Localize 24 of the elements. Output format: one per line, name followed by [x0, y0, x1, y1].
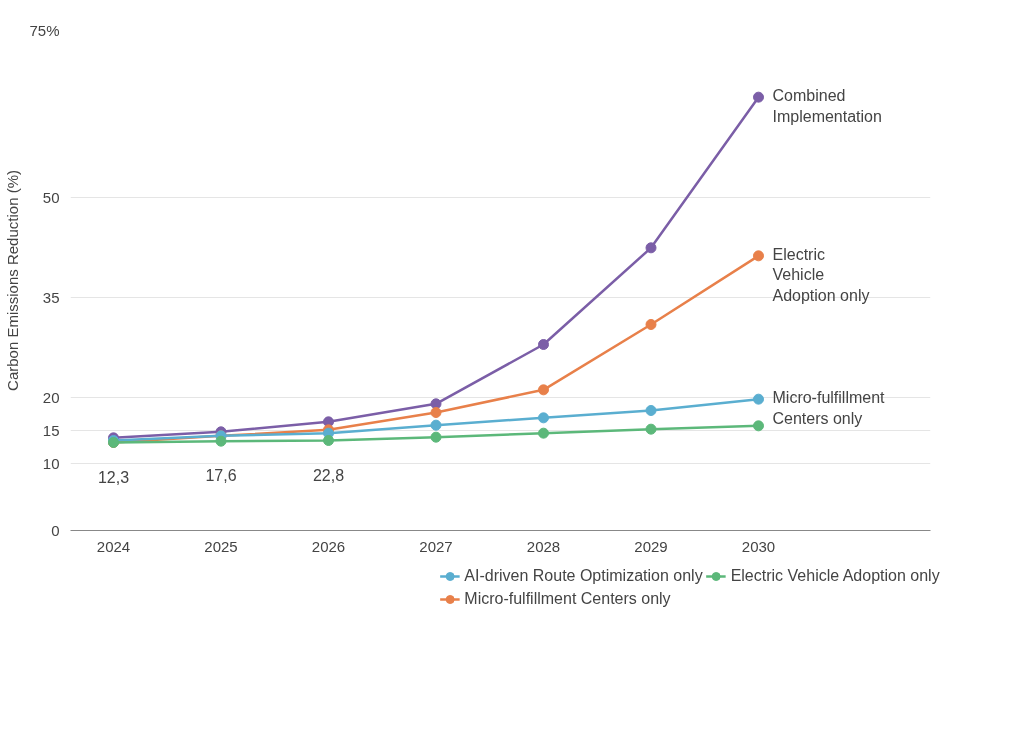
x-tick-label: 2027 [419, 537, 453, 555]
x-tick-label: 2024 [96, 537, 131, 555]
series-label: Combined Implementation [772, 87, 882, 125]
x-tick-label: 2026 [311, 537, 346, 555]
x-tick-label: 2028 [526, 537, 561, 555]
y-axis-title: Carbon Emissions Reduction (%) [4, 170, 22, 391]
x-tick-label: 2030 [741, 537, 776, 555]
legend-label: AI-driven Route Optimization only [464, 566, 703, 585]
annotation: Electric Vehicle Adoption only [772, 245, 870, 304]
annotation: 17,6 [205, 467, 237, 485]
annotation: 22,8 [312, 466, 345, 484]
y-tick-label: 15 [42, 422, 60, 439]
y-tick-label: 75% [29, 22, 60, 39]
x-tick-label: 2025 [204, 537, 238, 555]
annotation: 12,3 [97, 468, 130, 486]
y-tick-label: 50 [42, 188, 60, 206]
y-tick-label: 35 [42, 288, 60, 306]
legend-label: Electric Vehicle Adoption only [730, 566, 940, 585]
annotation: Micro-fulfillment Centers only [772, 389, 886, 427]
y-tick-label: 20 [42, 388, 60, 406]
y-tick-label: 0 [51, 522, 60, 539]
x-tick-label: 2029 [634, 537, 668, 555]
legend-label: Micro-fulfillment Centers only [464, 589, 671, 608]
y-tick-label: 10 [42, 455, 60, 473]
